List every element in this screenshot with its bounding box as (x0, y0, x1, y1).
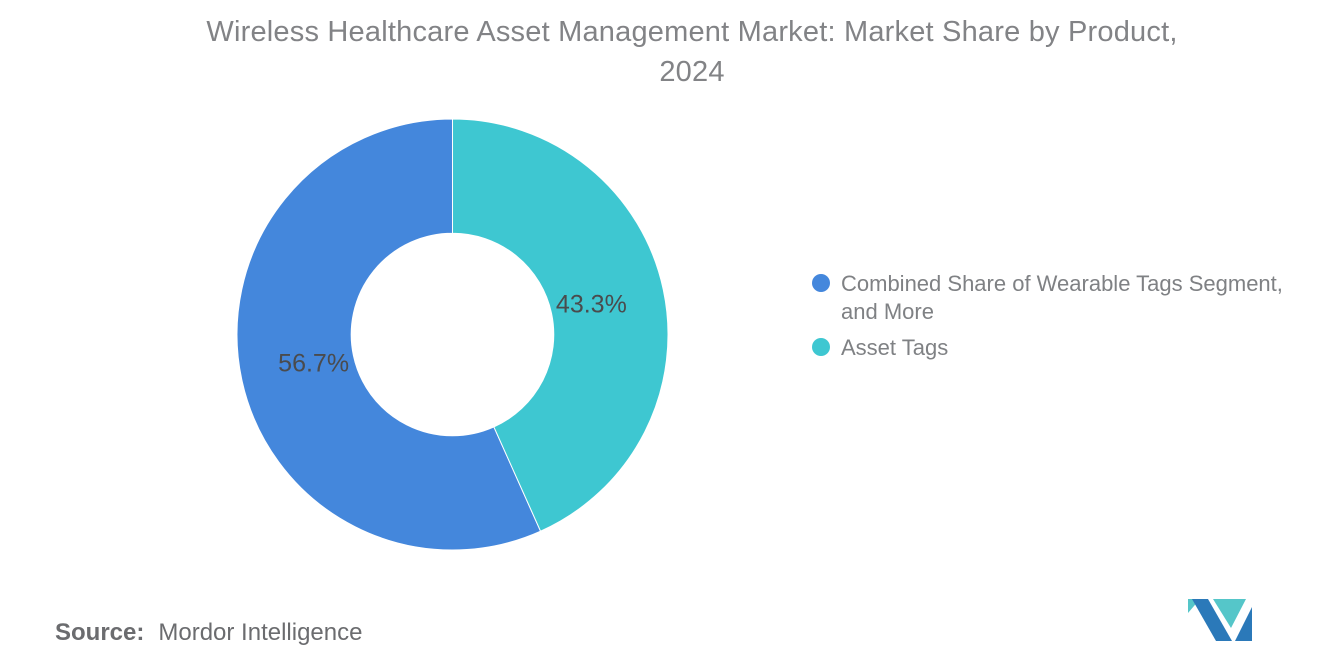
donut-chart[interactable]: 56.7% 43.3% (237, 119, 668, 550)
data-label-wearable-tags: 56.7% (278, 349, 350, 378)
legend-label: Asset Tags (841, 334, 948, 362)
logo-blue-band (1192, 599, 1232, 641)
source-label: Source: (55, 619, 145, 646)
source-note: Source: Mordor Intelligence (55, 619, 362, 647)
legend: Combined Share of Wearable Tags Segment,… (812, 270, 1312, 370)
logo-teal-right-triangle (1213, 599, 1246, 628)
pie-slice[interactable] (237, 119, 542, 550)
legend-item-wearable-tags[interactable]: Combined Share of Wearable Tags Segment,… (812, 270, 1312, 326)
legend-label: Combined Share of Wearable Tags Segment,… (841, 270, 1283, 326)
legend-label-line1: Asset Tags (841, 335, 949, 360)
legend-label-line2: and More (841, 299, 934, 324)
data-label-asset-tags: 43.3% (555, 290, 627, 319)
donut-svg[interactable] (237, 119, 668, 550)
chart-title-line2: 2024 (659, 56, 725, 88)
logo-blue-right-triangle (1235, 607, 1252, 641)
legend-marker-icon (812, 274, 830, 292)
mordor-intelligence-logo (1188, 599, 1252, 641)
chart-title: Wireless Healthcare Asset Management Mar… (0, 12, 1320, 92)
chart-title-line1: Wireless Healthcare Asset Management Mar… (206, 16, 1178, 48)
legend-label-line1: Combined Share of Wearable Tags Segment, (841, 271, 1283, 296)
source-text: Mordor Intelligence (158, 619, 363, 646)
legend-item-asset-tags[interactable]: Asset Tags (812, 334, 1312, 362)
legend-marker-icon (812, 338, 830, 356)
pie-slice[interactable] (452, 119, 669, 532)
